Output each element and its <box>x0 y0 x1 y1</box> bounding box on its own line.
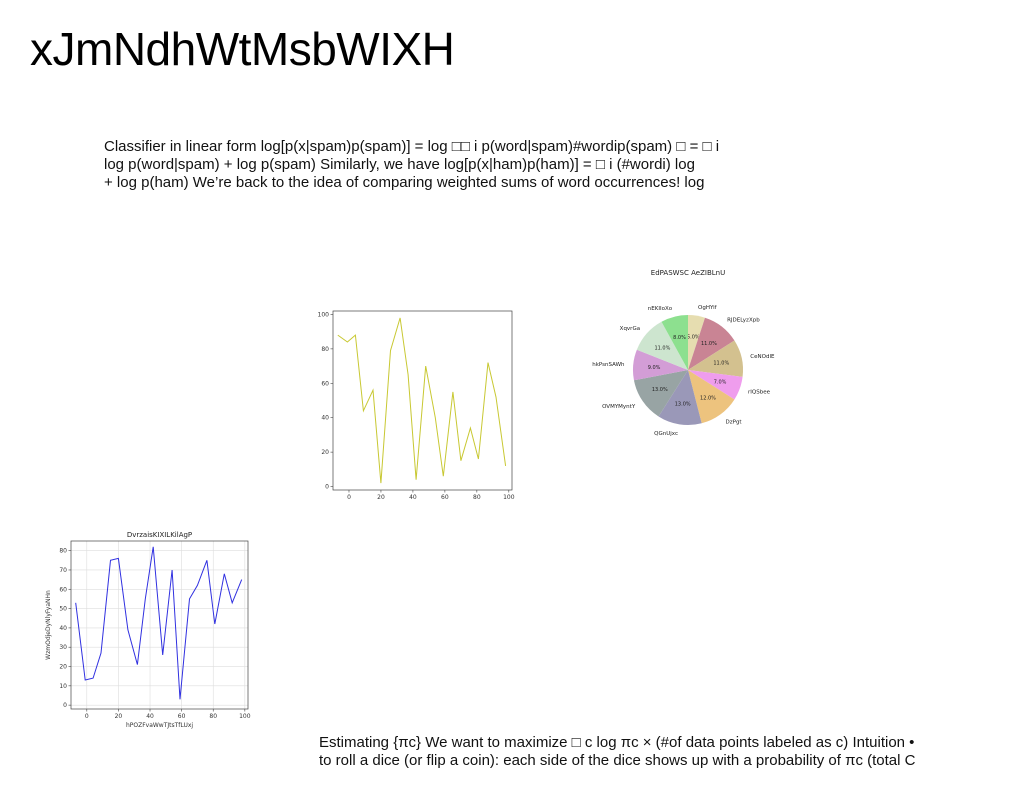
pie-slice <box>688 340 744 377</box>
y-tick-label: 80 <box>321 346 329 353</box>
pie-slice <box>688 370 743 400</box>
line-chart-blue: 0 20 40 60 80 100 0 10 20 30 40 50 60 70 80 DvrzaisKIXI… <box>45 531 251 729</box>
y-tick-label: 40 <box>59 625 67 632</box>
y-tick-label: 60 <box>321 380 329 387</box>
pie-slice <box>636 321 688 370</box>
pie-slice <box>688 370 735 424</box>
pie-slice <box>688 317 735 370</box>
y-tick-label: 70 <box>59 567 67 574</box>
pie-percent-label: 11.0% <box>713 361 729 367</box>
y-tick-label: 60 <box>59 586 67 593</box>
pie-percent-label: 5.0% <box>687 334 700 340</box>
pie-label: hkPsnSAWh <box>592 362 625 368</box>
paragraph-line: Classifier in linear form log[p(x|spam)p… <box>104 138 720 155</box>
y-axis-label: WzmOdjeDyNlyFyaNHn <box>45 590 52 660</box>
y-tick-label: 10 <box>59 683 67 690</box>
slide-title: xJmNdhWtMsbWIXH <box>30 23 455 75</box>
pie-label: CeNOdlE <box>750 354 775 360</box>
y-tick-label: 20 <box>59 664 67 671</box>
chart-title: EdPASWSC AeZIBLnU <box>651 269 725 277</box>
pie-percent-label: 13.0% <box>652 387 668 393</box>
pie-slice <box>658 370 702 425</box>
pie-percent-label: 8.0% <box>673 335 686 341</box>
x-tick-label: 100 <box>239 713 251 720</box>
pie-label: OVMYMyntY <box>602 404 636 410</box>
paragraph-classifier: Classifier in linear form log[p(x|spam)p… <box>104 138 719 192</box>
pie-percent-label: 7.0% <box>714 380 727 386</box>
x-tick-label: 20 <box>115 713 123 720</box>
pie-slice <box>632 349 688 381</box>
pie-label: RJDELyzXpb <box>727 318 760 324</box>
pie-label: OgHYif <box>698 305 718 311</box>
x-tick-label: 0 <box>85 713 89 720</box>
y-tick-label: 20 <box>321 449 329 456</box>
paragraph-estimating: Estimating {πc} We want to maximize □ c … <box>319 734 915 770</box>
y-tick-label: 80 <box>59 548 67 555</box>
pie-percent-label: 11.0% <box>654 345 670 351</box>
plot-frame <box>332 310 513 491</box>
x-tick-label: 40 <box>409 494 417 501</box>
pie-label: XqvrGa <box>620 326 640 332</box>
y-tick-label: 100 <box>318 311 330 318</box>
pie-percent-label: 9.0% <box>648 365 661 371</box>
y-tick-label: 0 <box>325 484 329 491</box>
x-axis-label: hPOZFvaWwTJtsTfLUxj <box>126 722 193 729</box>
y-tick-label: 30 <box>59 644 67 651</box>
y-tick-label: 0 <box>63 702 67 709</box>
x-tick-label: 40 <box>146 713 154 720</box>
paragraph-line: log p(word|spam) + log p(spam) Similarly… <box>104 156 695 173</box>
x-tick-label: 100 <box>503 494 515 501</box>
pie-label: rIQSbee <box>748 390 771 396</box>
x-tick-label: 80 <box>209 713 217 720</box>
x-tick-label: 80 <box>473 494 481 501</box>
x-tick-label: 0 <box>347 494 351 501</box>
pie-label: nEKIIoXo <box>648 306 673 312</box>
plot-frame <box>70 540 249 710</box>
line-chart-yellow: 0 20 40 60 80 100 0 20 40 60 80 100 <box>318 310 515 501</box>
pie-label: DzPgt <box>726 420 743 426</box>
pie-chart: OgHYif 5.0% RJDELyzXpb 11.0% CeNOdlE 11.0% rIQ… <box>592 269 775 437</box>
y-tick-label: 50 <box>59 606 67 613</box>
paragraph-line: Estimating {πc} We want to maximize □ c … <box>319 734 915 751</box>
pie-percent-label: 13.0% <box>675 402 691 408</box>
chart-title: DvrzaisKIXILKilAgP <box>127 531 192 539</box>
paragraph-line: to roll a dice (or flip a coin): each si… <box>319 752 916 769</box>
pie-percent-label: 12.0% <box>700 396 716 402</box>
pie-slice <box>661 315 688 370</box>
pie-slice <box>633 370 688 417</box>
y-tick-label: 40 <box>321 415 329 422</box>
x-tick-label: 60 <box>441 494 449 501</box>
x-tick-label: 60 <box>178 713 186 720</box>
series-line <box>337 317 507 484</box>
series-line <box>75 546 243 700</box>
x-tick-label: 20 <box>377 494 385 501</box>
pie-label: QGnUjxc <box>654 431 678 437</box>
paragraph-line: + log p(ham) We’re back to the idea of c… <box>104 174 705 191</box>
pie-slice <box>688 315 705 370</box>
pie-percent-label: 11.0% <box>701 341 717 347</box>
